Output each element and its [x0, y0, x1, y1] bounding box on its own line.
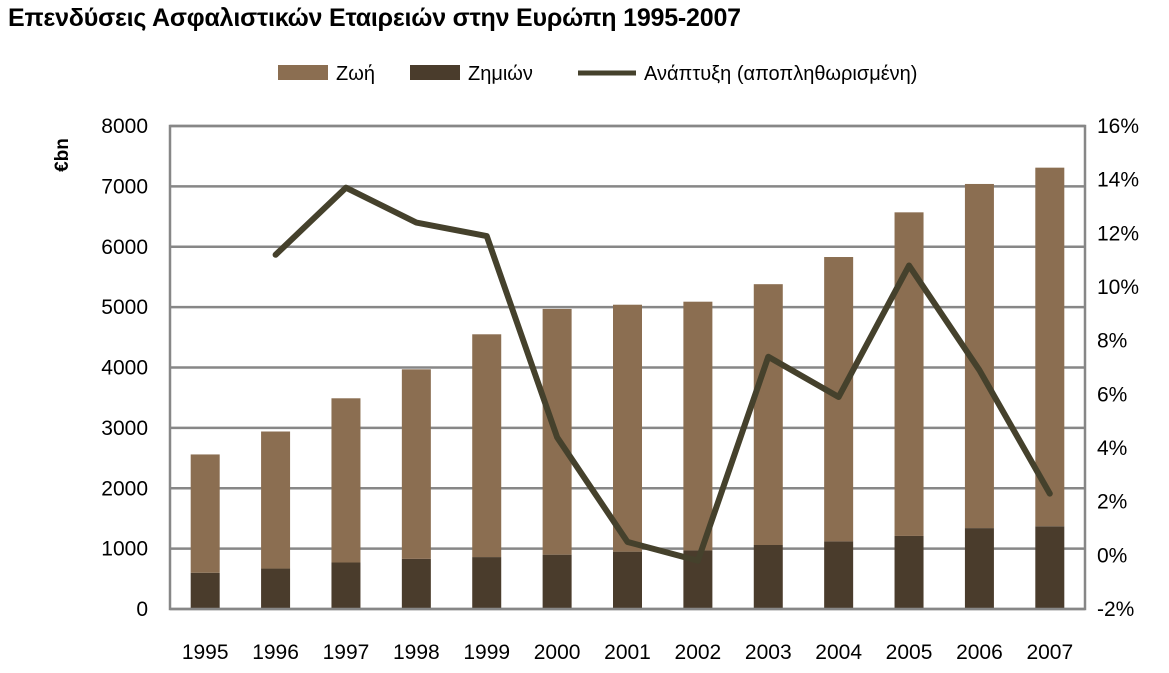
- x-tick-label: 1998: [393, 641, 440, 664]
- y-tick-label: 2000: [101, 477, 148, 500]
- chart-title: Επενδύσεις Ασφαλιστικών Εταιρειών στην Ε…: [8, 4, 741, 32]
- bar-nonlife: [964, 528, 994, 609]
- bar-nonlife: [894, 535, 924, 609]
- y-axis-label: €bn: [52, 138, 73, 172]
- plot-frame: [168, 124, 1087, 611]
- bar-life: [613, 304, 642, 552]
- y2-tick-label: -2%: [1097, 598, 1134, 621]
- y-tick-label: 7000: [101, 175, 148, 198]
- growth-line-layer: [272, 184, 1053, 564]
- bar-life: [683, 301, 713, 551]
- x-tick-label: 2006: [956, 641, 1003, 664]
- bar-nonlife: [331, 562, 361, 609]
- y-tick-label: 0: [136, 598, 148, 621]
- x-tick-label: 2003: [745, 641, 792, 664]
- right-axis-ticks: -2% 0% 2% 4% 6% 8% 10% 12% 14% 16%: [1097, 115, 1139, 621]
- y2-tick-label: 16%: [1097, 115, 1139, 138]
- bar-nonlife: [613, 551, 642, 609]
- y-tick-label: 6000: [101, 236, 148, 259]
- y2-tick-label: 2%: [1097, 491, 1127, 514]
- x-tick-label: 2001: [604, 641, 651, 664]
- x-tick-label: 2002: [675, 641, 722, 664]
- bar-life: [190, 454, 220, 573]
- y2-tick-label: 0%: [1097, 544, 1127, 567]
- legend-swatch: [278, 65, 328, 80]
- bar-life: [894, 212, 924, 536]
- y2-tick-label: 8%: [1097, 330, 1127, 353]
- bar-life: [753, 284, 783, 546]
- x-tick-label: 1997: [323, 641, 370, 664]
- left-axis-ticks: 0 1000 2000 3000 4000 5000 6000 7000 8000: [101, 115, 148, 621]
- bar-nonlife: [472, 557, 502, 609]
- bar-nonlife: [401, 558, 431, 609]
- bar-nonlife: [1035, 526, 1065, 609]
- x-tick-label: 1999: [463, 641, 510, 664]
- legend-label: Ζημιών: [468, 63, 533, 85]
- bar-life: [331, 398, 361, 563]
- x-tick-label: 1996: [252, 641, 299, 664]
- legend-label: Ανάπτυξη (αποπληθωρισμένη): [644, 63, 917, 85]
- legend-swatch: [410, 65, 460, 80]
- bar-life: [1035, 167, 1065, 527]
- y2-tick-label: 6%: [1097, 383, 1127, 406]
- y-tick-label: 8000: [101, 115, 148, 138]
- bar-nonlife: [542, 554, 572, 609]
- y2-tick-label: 14%: [1097, 169, 1139, 192]
- x-tick-label: 2000: [534, 641, 581, 664]
- bars: [190, 167, 1065, 609]
- y2-tick-label: 10%: [1097, 276, 1139, 299]
- y-tick-label: 4000: [101, 357, 148, 380]
- bar-nonlife: [753, 545, 783, 609]
- legend: Ζωή Ζημιών Ανάπτυξη (αποπληθωρισμένη): [278, 63, 917, 85]
- x-axis-ticks: 1995 1996 1997 1998 1999 2000 2001 2002 2003 2004…: [182, 641, 1073, 664]
- x-tick-label: 2007: [1026, 641, 1073, 664]
- y-tick-label: 3000: [101, 417, 148, 440]
- y2-tick-label: 4%: [1097, 437, 1127, 460]
- growth-line: [272, 184, 1053, 564]
- x-tick-label: 1995: [182, 641, 229, 664]
- bar-life: [401, 369, 431, 559]
- bar-life: [472, 334, 502, 558]
- bar-nonlife: [261, 568, 291, 609]
- x-tick-label: 2005: [886, 641, 933, 664]
- bar-nonlife: [824, 541, 854, 609]
- bar-nonlife: [190, 572, 220, 609]
- bar-life: [261, 431, 291, 569]
- y-tick-label: 5000: [101, 296, 148, 319]
- legend-label: Ζωή: [336, 63, 375, 85]
- y-tick-label: 1000: [101, 538, 148, 561]
- x-tick-label: 2004: [815, 641, 862, 664]
- y2-tick-label: 12%: [1097, 222, 1139, 245]
